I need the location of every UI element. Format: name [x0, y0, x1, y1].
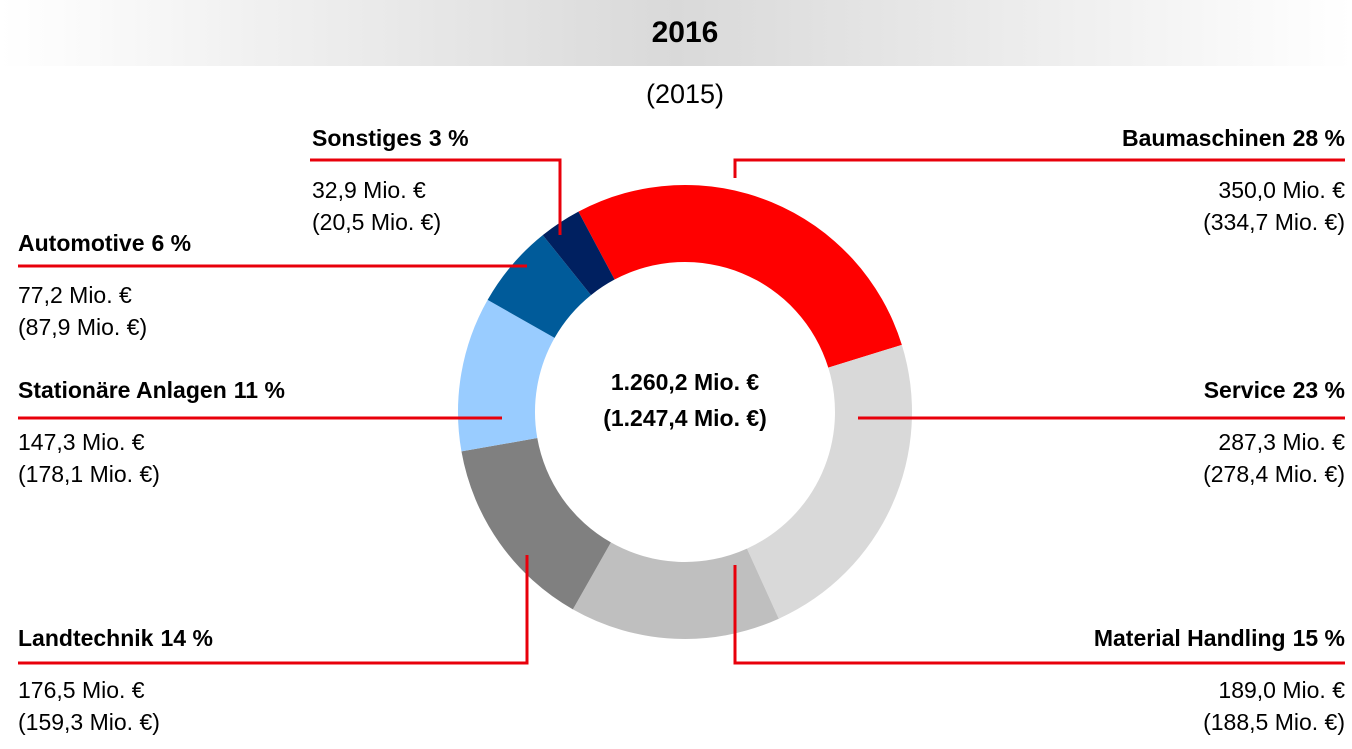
segment-label: Service 23 % [1204, 377, 1345, 403]
segment-percent: 28 % [1293, 125, 1345, 151]
segment-label: Landtechnik 14 % [18, 625, 213, 651]
center-previous-label: (1.247,4 Mio. €) [603, 405, 767, 431]
segment-name: Baumaschinen [1122, 125, 1286, 151]
leader-line [733, 565, 1345, 665]
segment-amount: 176,5 Mio. € [18, 677, 145, 703]
donut-segment [457, 299, 555, 452]
segment-amount: 189,0 Mio. € [1218, 677, 1345, 703]
segment-percent: 23 % [1293, 377, 1345, 403]
segment-percent: 11 % [234, 377, 285, 403]
donut [457, 184, 912, 640]
donut-segment [487, 235, 592, 338]
leader-line [733, 158, 1345, 178]
segment-percent: 15 % [1293, 625, 1345, 651]
segment-amount: 287,3 Mio. € [1218, 429, 1345, 455]
segment-percent: 14 % [160, 625, 212, 651]
segment-amount: 77,2 Mio. € [18, 282, 132, 308]
chart-subtitle: (2015) [646, 79, 724, 109]
segment-previous-amount: (334,7 Mio. €) [1203, 209, 1345, 235]
chart-title: 2016 [652, 16, 719, 49]
segment-percent: 6 % [152, 230, 192, 256]
segment-label: Stationäre Anlagen 11 % [18, 377, 285, 403]
title-band [0, 0, 1352, 66]
segment-name: Service [1204, 377, 1286, 403]
segment-label: Sonstiges 3 % [312, 125, 469, 151]
segment-previous-amount: (178,1 Mio. €) [18, 461, 160, 487]
segment-previous-amount: (20,5 Mio. €) [312, 209, 441, 235]
segment-name: Sonstiges [312, 125, 422, 151]
segment-previous-amount: (278,4 Mio. €) [1203, 461, 1345, 487]
segment-label: Material Handling 15 % [1094, 625, 1345, 651]
segment-name: Automotive [18, 230, 145, 256]
leader-line [310, 158, 562, 235]
leader-line [18, 555, 529, 665]
donut-segment [746, 344, 912, 619]
segment-previous-amount: (87,9 Mio. €) [18, 314, 147, 340]
labels: Baumaschinen 28 % 350,0 Mio. € (334,7 Mio. … [18, 125, 1345, 735]
segment-amount: 147,3 Mio. € [18, 429, 145, 455]
segment-name: Landtechnik [18, 625, 154, 651]
segment-previous-amount: (188,5 Mio. €) [1203, 709, 1345, 735]
segment-name: Material Handling [1094, 625, 1286, 651]
segment-name: Stationäre Anlagen [18, 377, 227, 403]
segment-amount: 32,9 Mio. € [312, 177, 426, 203]
center-label: 1.260,2 Mio. € [611, 369, 760, 395]
segment-percent: 3 % [429, 125, 469, 151]
donut-segment [572, 542, 779, 640]
segment-amount: 350,0 Mio. € [1218, 177, 1345, 203]
donut-segment [578, 184, 902, 368]
donut-segment [461, 438, 611, 610]
segment-label: Automotive 6 % [18, 230, 191, 256]
segment-previous-amount: (159,3 Mio. €) [18, 709, 160, 735]
segment-label: Baumaschinen 28 % [1122, 125, 1345, 151]
